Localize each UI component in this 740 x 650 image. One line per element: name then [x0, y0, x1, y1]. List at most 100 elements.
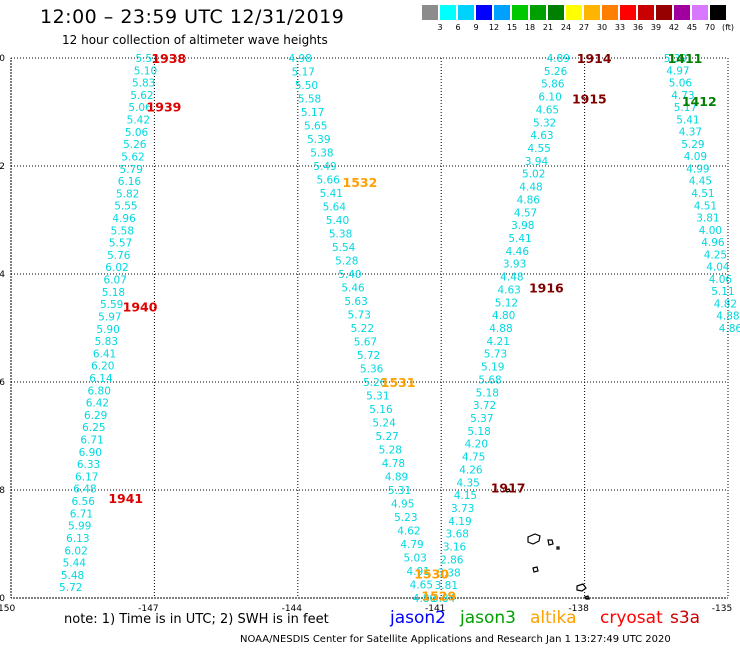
wave-height-value: 5.03	[403, 553, 426, 565]
wave-height-value: 5.62	[130, 90, 153, 102]
wave-height-value: 5.42	[127, 115, 150, 127]
scale-swatch	[512, 5, 528, 20]
wave-height-value: 5.39	[307, 134, 330, 146]
wave-height-value: 6.42	[86, 398, 109, 410]
island-shape	[556, 546, 560, 550]
wave-height-value: 5.41	[508, 233, 531, 245]
lon-tick-label: -147	[138, 604, 158, 614]
scale-label: 3	[437, 23, 443, 32]
scale-label: (ft)	[721, 23, 735, 32]
lat-tick-label: -10	[0, 594, 5, 604]
wave-height-value: 5.73	[348, 310, 371, 322]
wave-height-value: 5.54	[332, 242, 356, 254]
wave-height-value: 5.28	[379, 445, 402, 457]
scale-label: 33	[614, 23, 626, 32]
island-shape	[505, 488, 511, 493]
wave-height-value: 5.58	[111, 225, 134, 237]
wave-height-value: 4.35	[456, 477, 479, 489]
wave-height-value: 5.37	[470, 413, 493, 425]
wave-height-value: 5.16	[369, 404, 393, 416]
wave-height-value: 4.15	[454, 490, 477, 502]
scale-label: 42	[668, 23, 680, 32]
wave-height-value: 5.86	[541, 79, 565, 91]
wave-height-value: 5.57	[109, 238, 132, 250]
scale-label: 30	[596, 23, 608, 32]
altimeter-tracks: 5.535.105.835.625.065.425.065.265.625.79…	[59, 53, 740, 605]
wave-height-value: 6.25	[82, 422, 105, 434]
wave-height-value: 5.66	[316, 175, 340, 187]
wave-height-value: 6.71	[80, 435, 103, 447]
wave-height-value: 4.51	[691, 188, 714, 200]
wave-height-value: 5.38	[310, 148, 333, 160]
wave-height-value: 4.86	[719, 323, 740, 335]
wave-height-value: 5.82	[116, 188, 139, 200]
scale-swatch	[620, 5, 636, 20]
scale-swatch	[476, 5, 492, 20]
wave-height-value: 4.21	[487, 336, 510, 348]
wave-height-value: 4.00	[699, 225, 722, 237]
wave-height-value: 4.78	[382, 458, 405, 470]
wave-height-value: 5.24	[372, 418, 396, 430]
wave-height-value: 4.45	[689, 176, 712, 188]
scale-label: 36	[632, 23, 644, 32]
wave-height-value: 6.71	[70, 508, 93, 520]
pass-time-label: 1531	[381, 375, 416, 390]
wave-height-value: 5.39	[664, 53, 687, 65]
wave-height-value: 3.72	[473, 400, 496, 412]
island-shape	[576, 583, 587, 592]
wave-height-value: 4.91	[407, 566, 430, 578]
wave-height-value: 4.26	[459, 464, 483, 476]
wave-height-value: 5.72	[357, 350, 380, 362]
wave-height-value: 6.17	[75, 471, 98, 483]
wave-height-value: 3.84	[432, 593, 456, 605]
lat-tick-label: -2	[0, 162, 5, 172]
wave-height-value: 5.46	[341, 283, 365, 295]
scale-label: 15	[506, 23, 518, 32]
scale-swatch	[692, 5, 708, 20]
scale-swatch	[566, 5, 582, 20]
wave-height-value: 5.19	[481, 362, 504, 374]
scale-swatch	[422, 5, 438, 20]
wave-height-value: 5.17	[674, 102, 697, 114]
wave-height-value: 5.17	[292, 67, 315, 79]
wave-height-value: 5.38	[329, 229, 352, 241]
wave-height-value: 6.33	[77, 459, 100, 471]
wave-height-value: 4.06	[709, 274, 733, 286]
wave-height-value: 4.46	[506, 246, 530, 258]
wave-height-value: 4.62	[397, 526, 420, 538]
pass-time-label: 1915	[572, 92, 607, 107]
wave-height-value: 6.20	[91, 361, 114, 373]
wave-height-value: 4.99	[686, 163, 709, 175]
pass-time-label: 1914	[577, 51, 612, 66]
wave-height-value: 5.65	[304, 121, 327, 133]
wave-height-value: 4.19	[448, 516, 471, 528]
pass-time-label: 1938	[151, 51, 186, 66]
wave-height-value: 6.41	[93, 348, 116, 360]
wave-height-value: 5.64	[323, 202, 347, 214]
wave-height-value: 5.63	[344, 296, 367, 308]
pass-time-label: 1412	[682, 94, 717, 109]
wave-height-value: 5.49	[313, 161, 336, 173]
scale-label: 39	[650, 23, 662, 32]
wave-height-value: 5.40	[338, 269, 361, 281]
scale-swatch	[548, 5, 564, 20]
wave-height-value: 5.06	[125, 127, 149, 139]
scale-swatch	[494, 5, 510, 20]
wave-height-value: 5.44	[63, 558, 87, 570]
wave-height-value: 6.16	[118, 176, 142, 188]
wave-height-value: 5.68	[478, 374, 501, 386]
wave-height-value: 3.68	[446, 529, 469, 541]
wave-height-value: 5.18	[102, 287, 125, 299]
wave-height-value: 5.36	[360, 364, 384, 376]
pass-time-label: 1917	[491, 480, 526, 495]
wave-height-value: 6.07	[104, 275, 127, 287]
wave-height-value: 5.27	[375, 431, 398, 443]
wave-height-value: 4.97	[666, 65, 689, 77]
wave-height-value: 4.25	[704, 249, 727, 261]
wave-height-value: 4.79	[400, 539, 423, 551]
wave-height-value: 3.94	[525, 156, 549, 168]
wave-height-value: 5.50	[295, 80, 318, 92]
wave-height-value: 4.80	[413, 593, 436, 605]
wave-height-value: 4.96	[701, 237, 725, 249]
wave-height-value: 4.88	[489, 323, 512, 335]
